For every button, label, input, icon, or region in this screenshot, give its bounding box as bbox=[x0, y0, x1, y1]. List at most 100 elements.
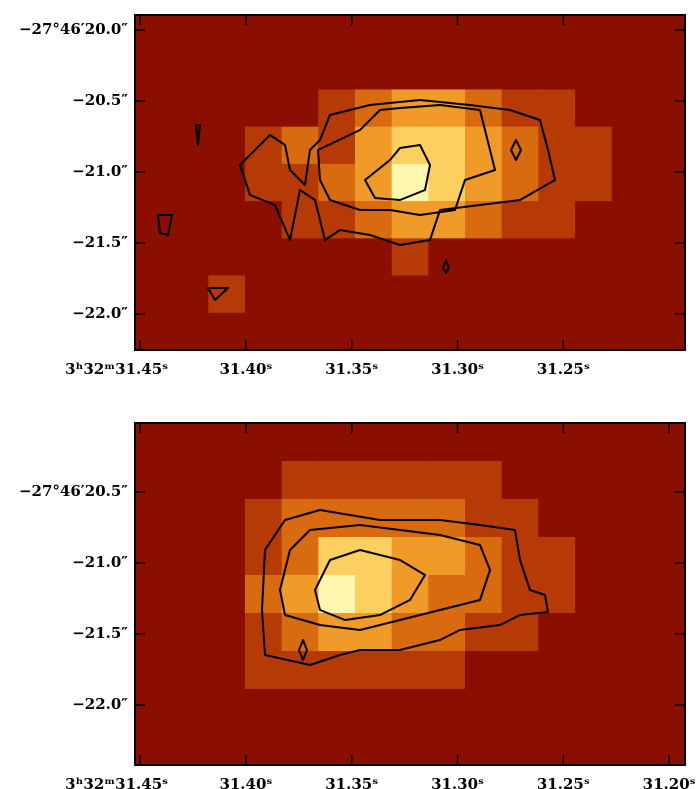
pixel bbox=[318, 15, 356, 53]
pixel bbox=[428, 275, 466, 314]
pixel bbox=[245, 15, 283, 53]
pixel bbox=[428, 15, 466, 53]
pixel bbox=[391, 651, 429, 690]
pixel bbox=[208, 537, 246, 576]
pixel bbox=[135, 275, 173, 314]
pixel bbox=[245, 689, 283, 728]
pixel bbox=[281, 52, 319, 90]
pixel bbox=[355, 126, 393, 165]
pixel bbox=[575, 89, 613, 128]
pixel bbox=[355, 689, 393, 728]
pixel bbox=[465, 312, 503, 351]
pixel bbox=[281, 575, 319, 614]
y-tick-label: −27°46′20.5″ bbox=[19, 482, 128, 500]
pixel bbox=[501, 312, 539, 351]
plot-frame bbox=[134, 14, 686, 351]
pixel bbox=[575, 461, 613, 500]
pixel bbox=[281, 461, 319, 500]
pixel bbox=[245, 499, 283, 538]
pixel bbox=[428, 727, 466, 766]
pixel bbox=[208, 126, 246, 165]
pixel bbox=[245, 126, 283, 165]
pixel bbox=[391, 312, 429, 351]
pixel bbox=[501, 727, 539, 766]
pixel bbox=[611, 201, 649, 239]
pixel bbox=[355, 613, 393, 652]
pixel bbox=[538, 423, 576, 462]
pixel bbox=[355, 275, 393, 314]
pixel bbox=[208, 461, 246, 500]
heatmap-top bbox=[135, 15, 686, 351]
pixel bbox=[501, 89, 539, 128]
pixel bbox=[501, 575, 539, 614]
x-tick-label: 31.35ˢ bbox=[325, 360, 378, 378]
pixel bbox=[355, 312, 393, 351]
pixel bbox=[208, 689, 246, 728]
contour bbox=[317, 104, 496, 216]
pixel bbox=[245, 238, 283, 277]
pixel bbox=[648, 727, 686, 766]
pixel bbox=[428, 126, 466, 165]
pixel bbox=[355, 89, 393, 128]
pixel bbox=[135, 727, 173, 766]
x-tick-label: 3ʰ32ᵐ31.45ˢ bbox=[65, 360, 168, 378]
pixel bbox=[428, 689, 466, 728]
contour bbox=[314, 549, 426, 621]
pixel bbox=[501, 15, 539, 53]
pixel bbox=[611, 499, 649, 538]
pixel bbox=[208, 312, 246, 351]
contour bbox=[364, 144, 431, 201]
pixel bbox=[538, 89, 576, 128]
pixel bbox=[465, 613, 503, 652]
x-tick-label: 31.30ˢ bbox=[431, 775, 484, 789]
pixel bbox=[648, 689, 686, 728]
x-tick-label: 31.40ˢ bbox=[219, 775, 272, 789]
pixel bbox=[355, 727, 393, 766]
pixel bbox=[171, 312, 209, 351]
pixel bbox=[611, 275, 649, 314]
pixel bbox=[501, 651, 539, 690]
pixel bbox=[171, 651, 209, 690]
pixel bbox=[318, 163, 356, 202]
pixel bbox=[611, 15, 649, 53]
pixel bbox=[391, 461, 429, 500]
pixel bbox=[538, 238, 576, 277]
pixel bbox=[171, 52, 209, 90]
pixel bbox=[538, 52, 576, 90]
pixel bbox=[355, 575, 393, 614]
pixel bbox=[501, 238, 539, 277]
pixel bbox=[281, 163, 319, 202]
pixel bbox=[575, 201, 613, 239]
pixel bbox=[648, 89, 686, 128]
y-tick-label: −27°46′20.0″ bbox=[19, 20, 128, 38]
pixel bbox=[135, 15, 173, 53]
pixel bbox=[318, 537, 356, 576]
pixel bbox=[171, 499, 209, 538]
pixel bbox=[648, 126, 686, 165]
pixel bbox=[281, 238, 319, 277]
pixel bbox=[611, 89, 649, 128]
pixel bbox=[355, 15, 393, 53]
y-tick-label: −21.0″ bbox=[72, 162, 128, 180]
pixel bbox=[501, 126, 539, 165]
pixel bbox=[318, 275, 356, 314]
pixel bbox=[391, 689, 429, 728]
pixel bbox=[648, 52, 686, 90]
pixel bbox=[428, 461, 466, 500]
pixel bbox=[135, 201, 173, 239]
pixel bbox=[611, 651, 649, 690]
pixel bbox=[281, 727, 319, 766]
pixel bbox=[135, 575, 173, 614]
pixel bbox=[538, 201, 576, 239]
x-tick-label: 3ʰ32ᵐ31.45ˢ bbox=[65, 775, 168, 789]
pixel bbox=[281, 275, 319, 314]
pixel bbox=[318, 238, 356, 277]
pixel bbox=[208, 423, 246, 462]
pixel bbox=[611, 575, 649, 614]
pixel bbox=[538, 613, 576, 652]
pixel bbox=[648, 575, 686, 614]
pixel bbox=[208, 275, 246, 314]
pixel bbox=[611, 727, 649, 766]
pixel bbox=[538, 312, 576, 351]
